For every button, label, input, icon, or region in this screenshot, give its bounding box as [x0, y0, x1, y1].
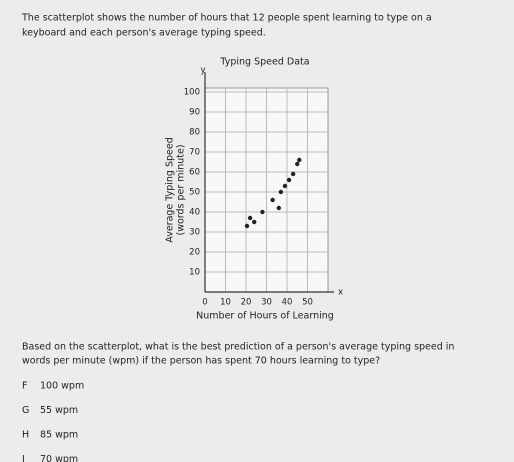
point	[252, 219, 257, 225]
x-tick-label: 0	[202, 298, 207, 308]
option-text: 55 wpm	[40, 405, 78, 416]
x-tick-label: 50	[302, 298, 313, 308]
question-line: Based on the scatterplot, what is the be…	[22, 342, 454, 353]
y-tick-label: 100	[184, 88, 200, 98]
point	[282, 183, 288, 189]
y-tick-label: 80	[189, 128, 200, 138]
question-line: words per minute (wpm) if the person has…	[22, 356, 380, 367]
y-tick-label: 20	[189, 248, 200, 258]
option-letter: F	[22, 381, 27, 392]
y-axis-label: (words per minute)	[176, 144, 187, 235]
point	[278, 189, 284, 195]
option-letter: H	[22, 430, 29, 441]
point	[276, 205, 281, 211]
y-tick-label: 10	[189, 268, 200, 278]
y-tick-label: 50	[189, 188, 200, 198]
point	[260, 209, 265, 215]
intro-line: keyboard and each person's average typin…	[22, 28, 266, 39]
point	[295, 161, 300, 167]
option-letter: G	[22, 405, 29, 416]
point	[247, 215, 253, 221]
x-axis-label: Number of Hours of Learning	[196, 311, 334, 322]
option-text: 100 wpm	[40, 381, 84, 392]
x-axis-symbol: x	[338, 288, 343, 298]
option-text: 70 wpm	[40, 454, 78, 462]
point	[244, 223, 250, 229]
point	[286, 177, 292, 183]
chart-title: Typing Speed Data	[219, 57, 309, 68]
option-text: 85 wpm	[40, 430, 78, 441]
x-tick-label: 30	[261, 298, 272, 308]
y-axis-symbol: y	[200, 66, 205, 76]
point	[270, 197, 275, 203]
x-tick-label: 40	[282, 298, 293, 308]
y-axis-label: Average Typing Speed	[165, 137, 176, 243]
option-letter: J	[21, 454, 25, 462]
y-tick-label: 70	[189, 148, 200, 158]
point	[290, 171, 296, 177]
point	[297, 157, 302, 163]
x-tick-label: 10	[220, 298, 231, 308]
intro-line: The scatterplot shows the number of hour…	[21, 13, 432, 24]
y-tick-label: 90	[189, 108, 200, 118]
y-tick-label: 40	[189, 208, 200, 218]
y-tick-label: 30	[189, 228, 200, 238]
y-tick-label: 60	[189, 168, 200, 178]
x-tick-label: 20	[241, 298, 252, 308]
